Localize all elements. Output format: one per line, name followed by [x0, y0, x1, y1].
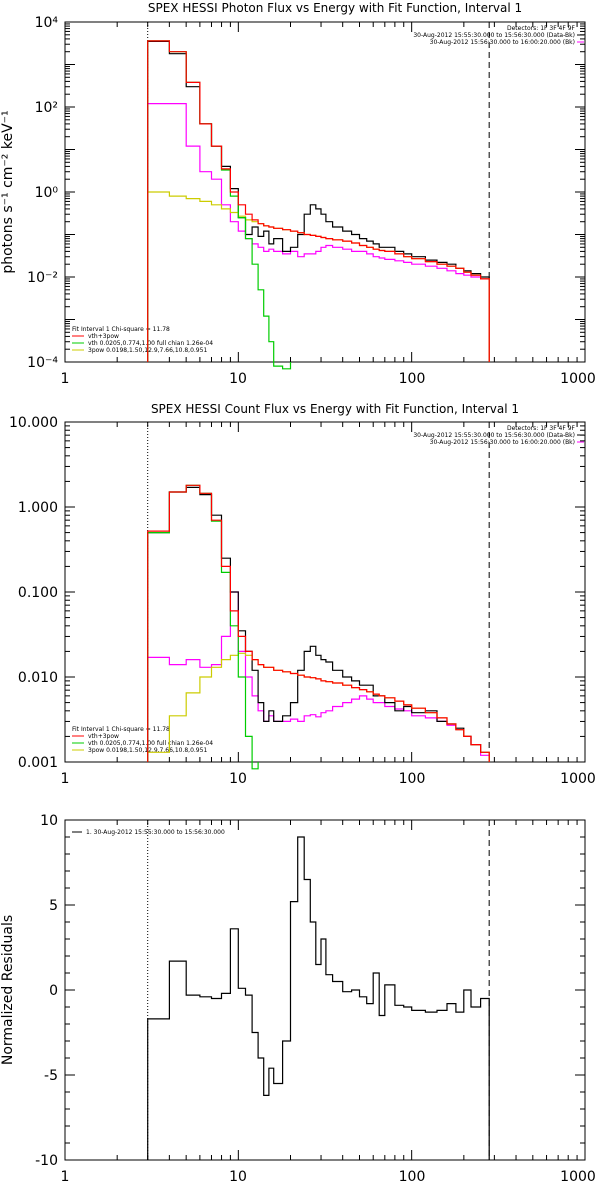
panel1-xtick-0: 1 [61, 371, 70, 387]
panel2-title: SPEX HESSI Count Flux vs Energy with Fit… [151, 402, 519, 416]
panel1-info-2: 30-Aug-2012 15:56:30.000 to 16:00:20.000… [430, 39, 575, 46]
panel3-ytick-0: -10 [35, 1153, 58, 1169]
series-3pow [147, 191, 490, 362]
panel1-xtick-1: 10 [229, 371, 247, 387]
panel2-info-0: Detectors: 1F 3F 4F 9F [507, 425, 576, 432]
series-bk [147, 103, 490, 362]
panel3-xtick-2: 100 [399, 1169, 426, 1185]
panel2-info-1: 30-Aug-2012 15:55:30.000 to 15:56:30.000… [413, 432, 575, 439]
panel3-ytick-1: -5 [44, 1068, 58, 1084]
panel3-xtick-0: 1 [61, 1169, 70, 1185]
panel2-ytick-4: 10.000 [9, 415, 58, 431]
panel1-xtick-3: 1000 [560, 371, 596, 387]
panel3-ytick-2: 0 [49, 983, 58, 999]
panel1-ytick-3: 10² [35, 100, 58, 116]
series-data-bk [147, 40, 490, 362]
panel2-plot-area [64, 421, 586, 770]
panel1-ytick-0: 10⁻⁴ [27, 355, 58, 371]
series-vth-3pow [147, 40, 490, 362]
panel3-xtick-1: 10 [229, 1169, 247, 1185]
panel2-fit-0: Fit Interval 1 Chi-square = 11.78 [72, 726, 170, 733]
panel3-legend: 1. 30-Aug-2012 15:55:30.000 to 15:56:30.… [86, 829, 225, 836]
panel1-xtick-2: 100 [399, 371, 426, 387]
panel1-frame [64, 21, 586, 363]
panel1-info-1: 30-Aug-2012 15:55:30.000 to 15:56:30.000… [413, 32, 575, 39]
panel3-plot-area [64, 819, 586, 1161]
panel3-frame [64, 819, 586, 1161]
panel2-ytick-3: 1.000 [18, 500, 58, 516]
panel1-title: SPEX HESSI Photon Flux vs Energy with Fi… [148, 1, 522, 15]
panel1-info-0: Detectors: 1F 3F 4F 9F [507, 25, 576, 32]
panel1-ytick-2: 10⁰ [35, 185, 59, 201]
panel-photon-flux: SPEX HESSI Photon Flux vs Energy with Fi… [0, 1, 596, 387]
panel-residuals: Normalized Residuals -10 -5 0 5 10 1 10 … [0, 813, 596, 1185]
panel1-fit-0: Fit Interval 1 Chi-square = 11.78 [72, 326, 170, 333]
panel2-fit-2: vth 0.0205,0.774,1.00 full chian 1.26e-0… [88, 740, 213, 747]
panel3-xtick-3: 1000 [560, 1169, 596, 1185]
series-data-bk [147, 486, 490, 762]
series-vth-3pow [147, 484, 490, 762]
panel3-ytick-4: 10 [40, 813, 58, 829]
panel2-xtick-0: 1 [61, 771, 70, 787]
panel3-ylabel: Normalized Residuals [0, 915, 16, 1065]
panel2-ytick-2: 0.100 [18, 585, 58, 601]
panel1-ylabel: photons s⁻¹ cm⁻² keV⁻¹ [0, 110, 16, 273]
panel1-fit-2: vth 0.0205,0.774,1.00 full chian 1.26e-0… [88, 340, 213, 347]
panel2-xtick-2: 100 [399, 771, 426, 787]
series-bk [147, 591, 490, 762]
panel2-xtick-3: 1000 [560, 771, 596, 787]
panel1-ytick-4: 10⁴ [35, 15, 59, 31]
panel1-ytick-1: 10⁻² [27, 270, 58, 286]
panel2-ytick-0: 0.001 [18, 755, 58, 771]
panel2-frame [64, 421, 586, 763]
panel2-fit-1: vth+3pow [88, 733, 119, 740]
panel3-ytick-3: 5 [49, 898, 58, 914]
panel-count-flux: SPEX HESSI Count Flux vs Energy with Fit… [9, 402, 596, 787]
panel2-info-2: 30-Aug-2012 15:56:30.000 to 16:00:20.000… [430, 439, 575, 446]
panel1-plot-area [64, 21, 586, 370]
panel1-fit-1: vth+3pow [88, 333, 119, 340]
series-1-30-aug-2012-15-55-30-000-to-15-56-30-000 [147, 836, 490, 1160]
panel2-xtick-1: 10 [229, 771, 247, 787]
panel2-ytick-1: 0.010 [18, 670, 58, 686]
